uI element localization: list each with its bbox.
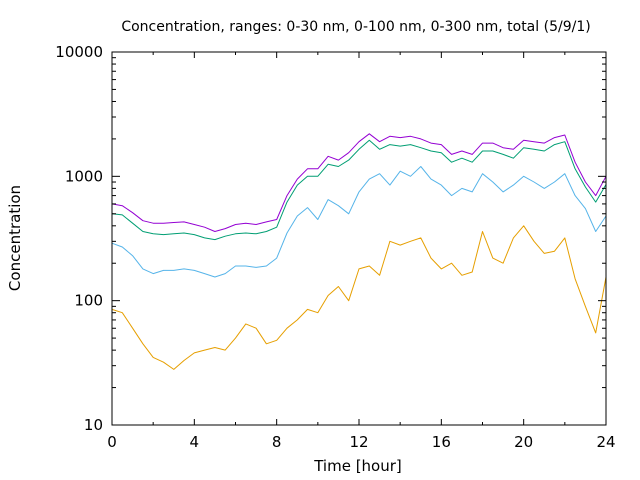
series-layer (111, 133, 607, 370)
x-tick-label: 8 (272, 433, 282, 451)
y-axis: 10 100 1000 10000 (55, 43, 606, 434)
series-line-4 (111, 133, 607, 232)
y-tick-label: 1000 (65, 167, 103, 185)
y-tick-label: 100 (74, 292, 103, 310)
x-axis-label: Time [hour] (313, 457, 402, 475)
series-line-1 (111, 225, 607, 370)
x-tick-label: 24 (596, 433, 615, 451)
y-axis-label: Concentration (6, 185, 24, 291)
x-tick-label: 20 (514, 433, 533, 451)
y-tick-label: 10000 (55, 43, 103, 61)
series-line-3 (111, 139, 607, 241)
x-axis: 0 4 8 12 16 20 24 (107, 52, 616, 451)
x-tick-label: 12 (349, 433, 368, 451)
y-tick-label: 10 (84, 416, 103, 434)
series-line-2 (111, 166, 607, 278)
chart-title: Concentration, ranges: 0-30 nm, 0-100 nm… (121, 19, 590, 35)
x-tick-label: 0 (107, 433, 117, 451)
x-tick-label: 4 (190, 433, 200, 451)
x-tick-label: 16 (432, 433, 451, 451)
